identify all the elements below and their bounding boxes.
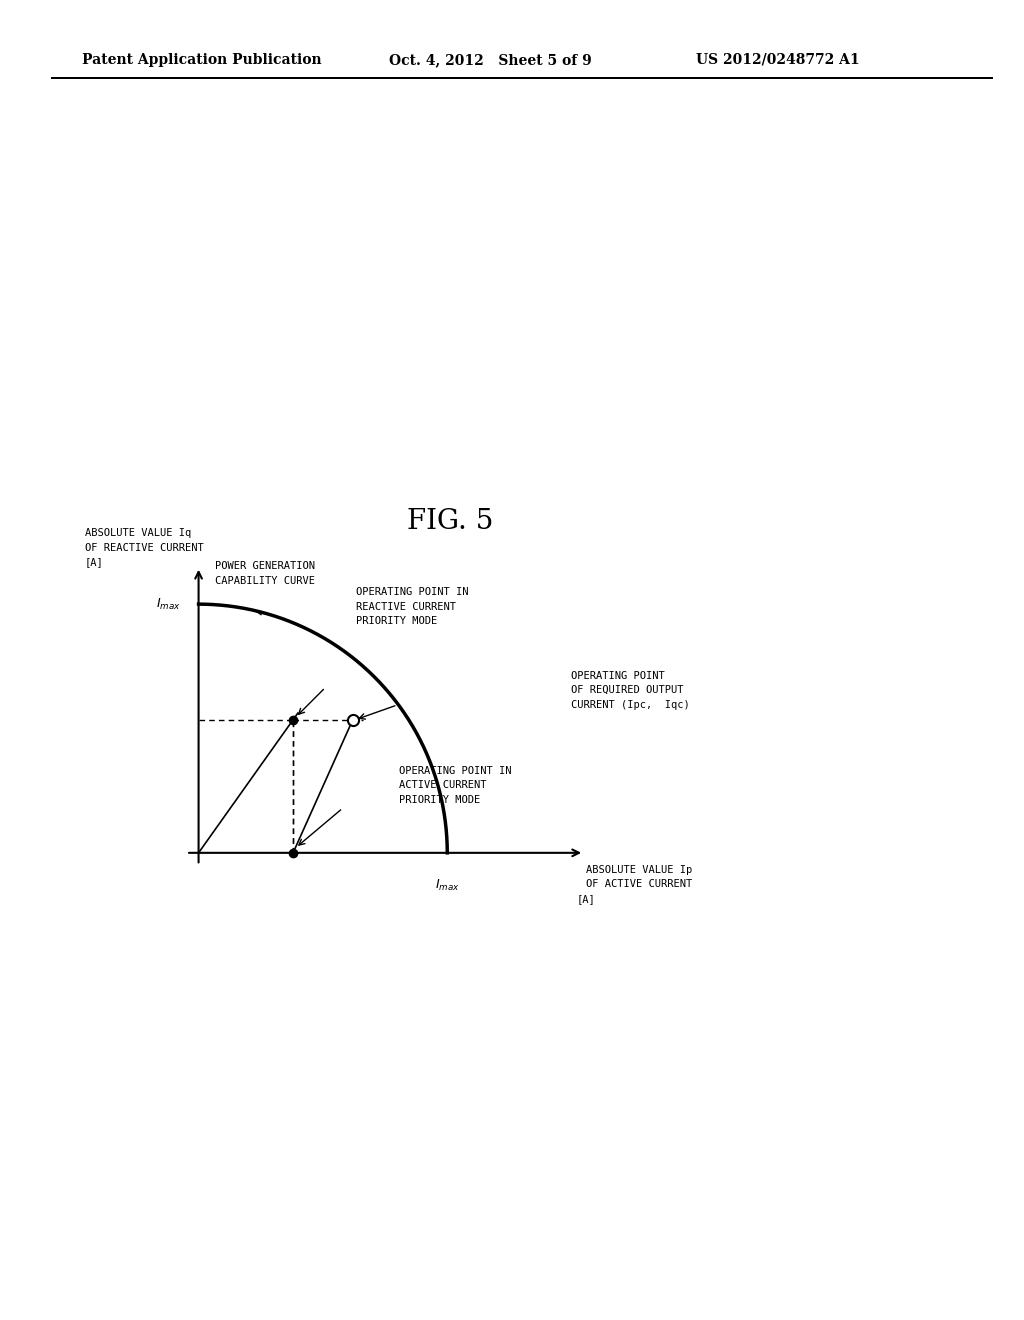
Text: OF ACTIVE CURRENT: OF ACTIVE CURRENT bbox=[586, 879, 692, 890]
Text: ABSOLUTE VALUE Iq: ABSOLUTE VALUE Iq bbox=[85, 528, 191, 539]
Text: Patent Application Publication: Patent Application Publication bbox=[82, 53, 322, 67]
Text: ABSOLUTE VALUE Ip: ABSOLUTE VALUE Ip bbox=[586, 865, 692, 875]
Text: OF REQUIRED OUTPUT: OF REQUIRED OUTPUT bbox=[571, 685, 684, 696]
Text: CAPABILITY CURVE: CAPABILITY CURVE bbox=[215, 576, 315, 586]
Text: FIG. 5: FIG. 5 bbox=[408, 508, 494, 535]
Text: Oct. 4, 2012   Sheet 5 of 9: Oct. 4, 2012 Sheet 5 of 9 bbox=[389, 53, 592, 67]
Text: [A]: [A] bbox=[85, 557, 103, 568]
Text: ACTIVE CURRENT: ACTIVE CURRENT bbox=[399, 780, 486, 791]
Text: $I_{max}$: $I_{max}$ bbox=[435, 878, 460, 892]
Text: OF REACTIVE CURRENT: OF REACTIVE CURRENT bbox=[85, 543, 204, 553]
Text: [A]: [A] bbox=[577, 894, 595, 904]
Text: PRIORITY MODE: PRIORITY MODE bbox=[356, 616, 437, 627]
Text: CURRENT (Ipc,  Iqc): CURRENT (Ipc, Iqc) bbox=[571, 700, 690, 710]
Text: POWER GENERATION: POWER GENERATION bbox=[215, 561, 315, 572]
Text: REACTIVE CURRENT: REACTIVE CURRENT bbox=[356, 602, 457, 612]
Text: US 2012/0248772 A1: US 2012/0248772 A1 bbox=[696, 53, 860, 67]
Text: OPERATING POINT IN: OPERATING POINT IN bbox=[356, 587, 469, 598]
Text: PRIORITY MODE: PRIORITY MODE bbox=[399, 795, 480, 805]
Text: OPERATING POINT IN: OPERATING POINT IN bbox=[399, 766, 512, 776]
Text: $I_{max}$: $I_{max}$ bbox=[157, 597, 181, 611]
Text: OPERATING POINT: OPERATING POINT bbox=[571, 671, 666, 681]
